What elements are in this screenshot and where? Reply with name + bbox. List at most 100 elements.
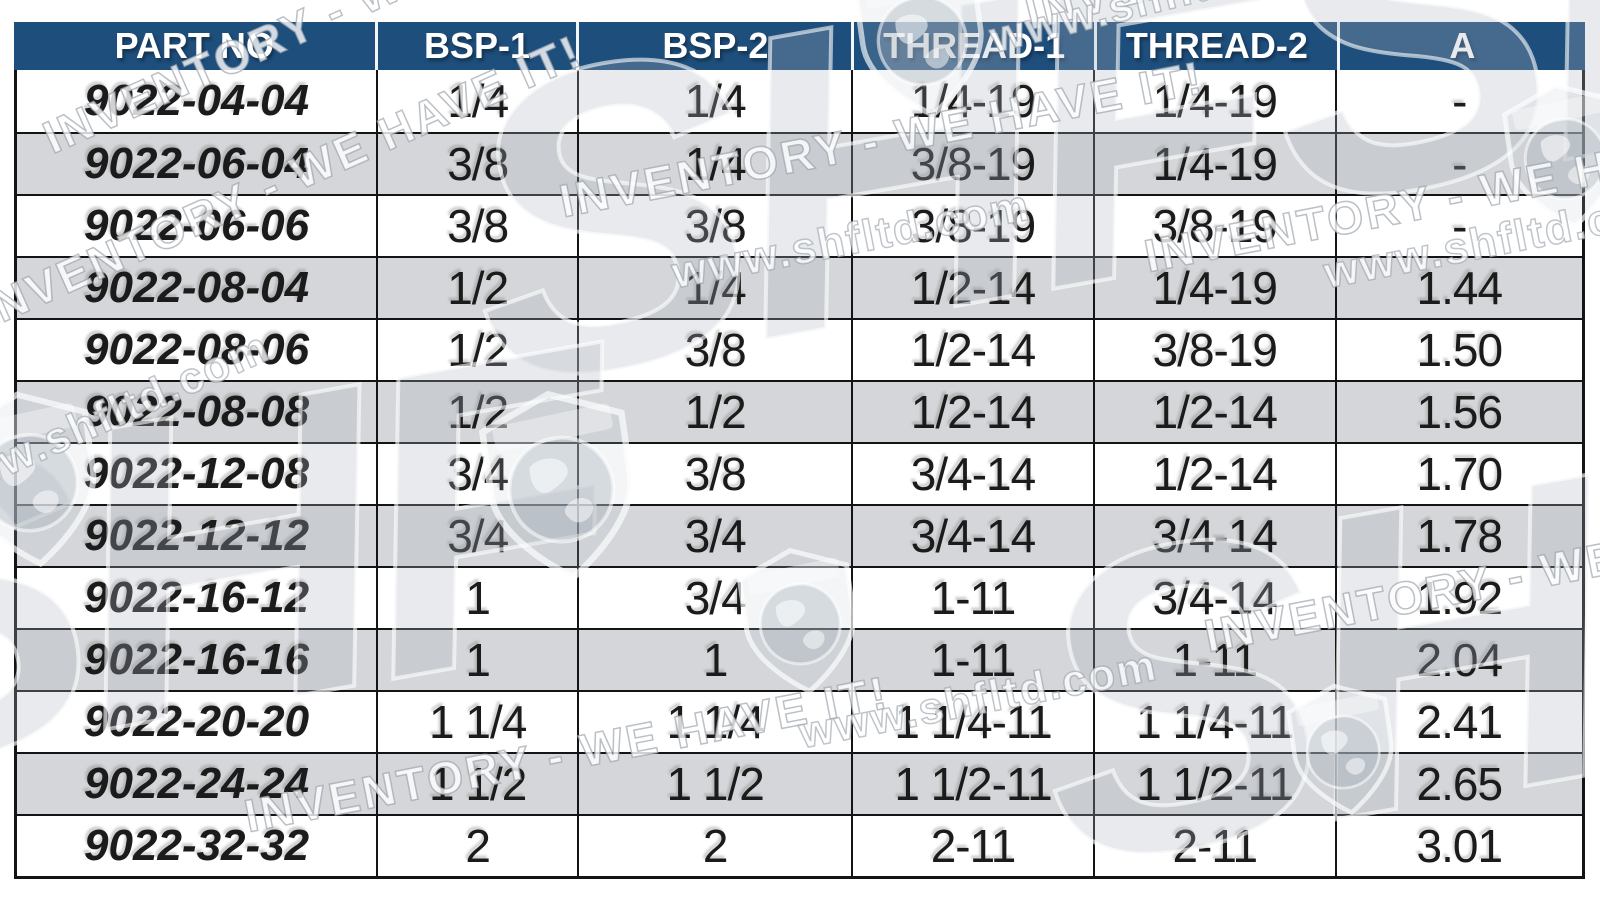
table-cell: 1.56 (1334, 382, 1582, 442)
table-cell: 1 1/4 (577, 692, 851, 752)
table-cell: 3/4-14 (851, 444, 1093, 504)
table-cell: 1 1/4-11 (1092, 692, 1335, 752)
part-no-cell: 9022-08-08 (84, 387, 310, 436)
table-cell: 3/4 (376, 506, 577, 566)
table-cell: 1/2-14 (851, 320, 1093, 380)
part-no-cell: 9022-08-06 (84, 325, 310, 374)
table-cell: 1 1/2 (376, 754, 577, 814)
header-cell-a: A (1336, 22, 1585, 70)
table-header-row: PART NO BSP-1 BSP-2 THREAD-1 THREAD-2 A (14, 22, 1585, 70)
part-no-cell: 9022-04-04 (84, 76, 310, 125)
part-no-cell: 9022-24-24 (84, 759, 310, 808)
table-cell: 2 (577, 816, 851, 876)
table-row: 9022-32-32 2 2 2-11 2-11 3.01 (17, 814, 1582, 876)
header-cell-bsp-2: BSP-2 (576, 22, 852, 70)
table-cell: 1 1/4 (376, 692, 577, 752)
table-row: 9022-08-08 1/2 1/2 1/2-14 1/2-14 1.56 (17, 380, 1582, 442)
table-cell: 1.78 (1334, 506, 1582, 566)
table-cell: 1 1/2 (577, 754, 851, 814)
table-cell: - (1334, 134, 1582, 194)
table-row: 9022-16-12 1 3/4 1-11 3/4-14 1.92 (17, 566, 1582, 628)
table-cell: 3/4 (577, 506, 851, 566)
table-cell: 1/4-19 (1092, 70, 1335, 132)
table-cell: 2.65 (1334, 754, 1582, 814)
table-cell: 1/2 (376, 320, 577, 380)
table-cell: 1-11 (851, 568, 1093, 628)
header-cell-bsp-1: BSP-1 (374, 22, 577, 70)
table-row: 9022-16-16 1 1 1-11 1-11 2.04 (17, 628, 1582, 690)
part-no-cell: 9022-16-12 (84, 573, 310, 622)
table-row: 9022-06-04 3/8 1/4 3/8-19 1/4-19- (17, 132, 1582, 194)
table-cell: 1/2-14 (851, 382, 1093, 442)
table-cell: 1 1/2-11 (1092, 754, 1335, 814)
header-cell-thread-2: THREAD-2 (1094, 22, 1337, 70)
table-row: 9022-12-12 3/4 3/4 3/4-14 3/4-14 1.78 (17, 504, 1582, 566)
table-cell: 1/4 (577, 258, 851, 318)
table-cell: 3/4-14 (1092, 506, 1335, 566)
table-cell: 3/8 (376, 196, 577, 256)
part-no-cell: 9022-20-20 (84, 697, 310, 746)
part-no-cell: 9022-06-06 (84, 201, 310, 250)
table-cell: - (1334, 70, 1582, 132)
table-cell: 1/2-14 (1092, 444, 1335, 504)
table-cell: 1/2 (376, 258, 577, 318)
table-row: 9022-06-06 3/8 3/8 3/8-19 3/8-19- (17, 194, 1582, 256)
table-cell: - (1334, 196, 1582, 256)
table-cell: 1 1/4-11 (851, 692, 1093, 752)
table-cell: 1/4-19 (1092, 134, 1335, 194)
table-cell: 3/4 (577, 568, 851, 628)
table-cell: 1/4 (376, 70, 577, 132)
table-cell: 3.01 (1334, 816, 1582, 876)
table-cell: 1-11 (851, 630, 1093, 690)
table-cell: 1/4-19 (1092, 258, 1335, 318)
table-cell: 1/2 (376, 382, 577, 442)
table-cell: 3/4 (376, 444, 577, 504)
table-row: 9022-24-24 1 1/2 1 1/2 1 1/2-11 1 1/2-11 2.65 (17, 752, 1582, 814)
table-cell: 2-11 (851, 816, 1093, 876)
header-cell-part-no: PART NO (14, 22, 375, 70)
table-row: 9022-12-08 3/4 3/8 3/4-14 1/2-14 1.70 (17, 442, 1582, 504)
table-row: 9022-08-04 1/2 1/4 1/2-14 1/4-19 1.44 (17, 256, 1582, 318)
spec-table: 9022-04-04 1/4 1/4 1/4-19 1/4-19-9022-06-04 3… (14, 70, 1585, 879)
table-cell: 3/8-19 (1092, 320, 1335, 380)
table-cell: 1/4 (577, 134, 851, 194)
table-cell: 3/8-19 (1092, 196, 1335, 256)
table-cell: 1/2-14 (1092, 382, 1335, 442)
table-cell: 1.50 (1334, 320, 1582, 380)
part-no-cell: 9022-32-32 (84, 821, 310, 870)
table-cell: 1/4-19 (851, 70, 1093, 132)
table-cell: 3/8 (577, 444, 851, 504)
table-cell: 3/4-14 (851, 506, 1093, 566)
table-cell: 2-11 (1092, 816, 1335, 876)
part-no-cell: 9022-12-08 (84, 449, 310, 498)
table-row: 9022-08-06 1/2 3/8 1/2-14 3/8-19 1.50 (17, 318, 1582, 380)
table-row: 9022-20-20 1 1/4 1 1/4 1 1/4-11 1 1/4-11 2.41 (17, 690, 1582, 752)
part-no-cell: 9022-16-16 (84, 635, 310, 684)
part-no-cell: 9022-06-04 (84, 139, 310, 188)
table-cell: 2.04 (1334, 630, 1582, 690)
table-cell: 1.70 (1334, 444, 1582, 504)
table-cell: 1 (577, 630, 851, 690)
table-cell: 1/2-14 (851, 258, 1093, 318)
table-cell: 3/8 (577, 320, 851, 380)
table-row: 9022-04-04 1/4 1/4 1/4-19 1/4-19- (17, 70, 1582, 132)
table-cell: 1/4 (577, 70, 851, 132)
part-no-cell: 9022-12-12 (84, 511, 310, 560)
table-cell: 3/8-19 (851, 196, 1093, 256)
table-cell: 2 (376, 816, 577, 876)
table-cell: 1 (376, 568, 577, 628)
table-cell: 1 (376, 630, 577, 690)
table-cell: 3/8 (577, 196, 851, 256)
table-cell: 2.41 (1334, 692, 1582, 752)
table-cell: 3/8-19 (851, 134, 1093, 194)
table-cell: 1 1/2-11 (851, 754, 1093, 814)
table-cell: 3/4-14 (1092, 568, 1335, 628)
part-no-cell: 9022-08-04 (84, 263, 310, 312)
header-cell-thread-1: THREAD-1 (851, 22, 1095, 70)
table-cell: 1.44 (1334, 258, 1582, 318)
table-cell: 1.92 (1334, 568, 1582, 628)
table-cell: 3/8 (376, 134, 577, 194)
table-cell: 1/2 (577, 382, 851, 442)
table-cell: 1-11 (1092, 630, 1335, 690)
